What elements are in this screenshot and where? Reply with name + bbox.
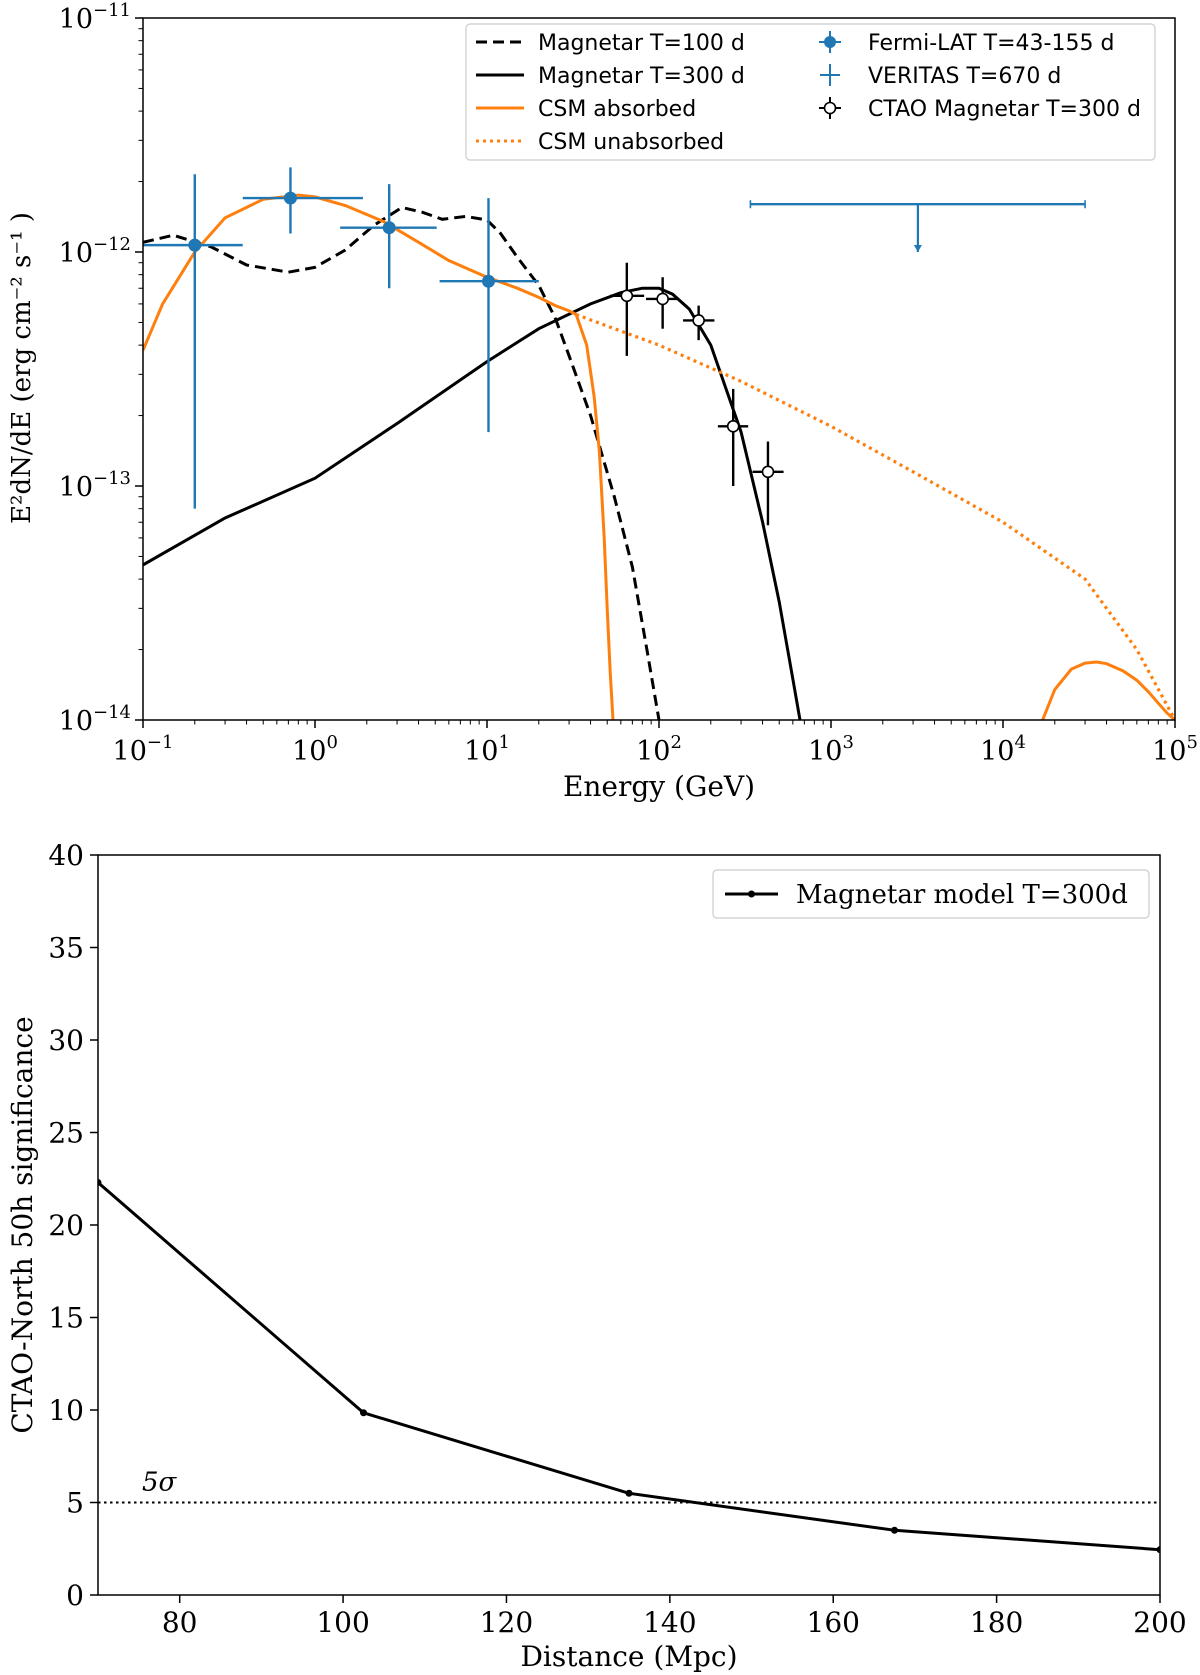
bottom-y-tick-label-7: 35 bbox=[48, 932, 84, 965]
ul-arrow-head-0 bbox=[913, 245, 922, 252]
top-legend-entry-5: VERITAS T=670 d bbox=[820, 64, 1061, 89]
bottom-panel: 5σ 80 100 120 140 160 180 2000510152025303540 … bbox=[6, 839, 1187, 1673]
top-legend-label-5: VERITAS T=670 d bbox=[868, 64, 1061, 89]
errorbar-point-4-3 bbox=[439, 198, 539, 433]
top-legend-label-1: Magnetar T=300 d bbox=[538, 64, 745, 89]
top-legend-box bbox=[465, 23, 1156, 161]
top-legend-label-4: Fermi-LAT T=43-155 d bbox=[868, 31, 1114, 56]
bottom-plot-marks: 5σ bbox=[98, 1178, 1160, 1554]
bottom-y-axis-label: CTAO-North 50h significance bbox=[6, 1016, 39, 1433]
bottom-legend: Magnetar model T=300d bbox=[712, 869, 1150, 919]
bottom-series-point-3 bbox=[891, 1526, 898, 1534]
series-line-2-0 bbox=[143, 193, 615, 720]
bottom-y-tick-label-4: 20 bbox=[48, 1209, 84, 1242]
top-legend-label-6: CTAO Magnetar T=300 d bbox=[868, 97, 1141, 122]
series-line-2-1 bbox=[1041, 660, 1175, 720]
bottom-x-tick-label-2: 120 bbox=[480, 1606, 533, 1639]
top-y-tick-label-3: 10−11 bbox=[59, 0, 131, 35]
bottom-legend-label: Magnetar model T=300d bbox=[796, 880, 1128, 910]
errorbar-point-4-2 bbox=[340, 184, 437, 289]
top-legend-marker-4 bbox=[824, 36, 836, 48]
bottom-x-tick-label-3: 140 bbox=[643, 1606, 696, 1639]
bottom-series-point-4 bbox=[1156, 1546, 1160, 1554]
top-panel: 10−1 100 101 102 103 104 105 10−14 10−13 10−12 10−… bbox=[7, 0, 1198, 803]
top-x-tick-label-3: 102 bbox=[636, 732, 682, 767]
marker-6-3 bbox=[726, 419, 740, 433]
bottom-legend-box bbox=[712, 869, 1150, 919]
top-legend-entry-0: Magnetar T=100 d bbox=[476, 31, 745, 56]
bottom-plot-frame bbox=[97, 854, 1161, 1596]
top-y-tick-label-0: 10−14 bbox=[59, 702, 131, 737]
bottom-x-tick-label-6: 200 bbox=[1133, 1606, 1186, 1639]
top-legend-entry-1: Magnetar T=300 d bbox=[476, 64, 745, 89]
top-ticks: 10−1 100 101 102 103 104 105 10−14 10−13 10−12 10−… bbox=[59, 0, 1198, 767]
top-x-tick-label-0: 10−1 bbox=[113, 732, 174, 767]
bottom-series-point-2 bbox=[625, 1489, 633, 1497]
marker-6-0 bbox=[620, 289, 634, 303]
reference-line-label: 5σ bbox=[142, 1468, 178, 1498]
errorbar-point-4-1 bbox=[242, 167, 363, 234]
bottom-y-tick-label-0: 0 bbox=[66, 1579, 84, 1612]
marker-4-1 bbox=[283, 191, 297, 205]
errorbar-point-6-2 bbox=[683, 305, 715, 341]
series-line-0-0 bbox=[143, 205, 661, 720]
errorbar-point-6-4 bbox=[752, 441, 784, 526]
upper-limit-5-0 bbox=[749, 200, 1086, 252]
top-legend-entry-4: Fermi-LAT T=43-155 d bbox=[819, 31, 1114, 56]
errorbar-point-6-3 bbox=[717, 388, 749, 486]
top-legend-entry-2: CSM absorbed bbox=[476, 97, 696, 122]
bottom-y-tick-label-6: 30 bbox=[48, 1024, 84, 1057]
bottom-series-point-1 bbox=[360, 1409, 367, 1417]
marker-4-2 bbox=[382, 221, 396, 235]
bottom-x-tick-label-0: 80 bbox=[162, 1606, 198, 1639]
top-y-tick-label-1: 10−13 bbox=[59, 468, 131, 503]
top-legend-label-0: Magnetar T=100 d bbox=[538, 31, 745, 56]
top-x-tick-label-4: 103 bbox=[808, 732, 854, 767]
top-plot-marks bbox=[143, 167, 1175, 720]
top-x-tick-label-2: 101 bbox=[464, 732, 510, 767]
bottom-y-tick-label-1: 5 bbox=[66, 1487, 84, 1520]
bottom-x-tick-label-4: 160 bbox=[807, 1606, 860, 1639]
errorbar-point-6-1 bbox=[645, 277, 679, 329]
bottom-series-point-0 bbox=[98, 1178, 102, 1186]
series-line-1-0 bbox=[143, 286, 802, 720]
bottom-ticks: 80 100 120 140 160 180 200 0 5 10 15 20 25 30 35 40 bbox=[48, 839, 1186, 1639]
top-x-tick-label-5: 104 bbox=[980, 732, 1026, 767]
bottom-y-tick-label-8: 40 bbox=[48, 839, 84, 872]
top-legend: Magnetar T=100 d Magnetar T=300 d CSM abso… bbox=[465, 23, 1156, 161]
top-legend-label-2: CSM absorbed bbox=[538, 97, 696, 122]
marker-4-0 bbox=[188, 238, 202, 252]
bottom-y-tick-label-5: 25 bbox=[48, 1117, 84, 1150]
top-legend-entry-6: CTAO Magnetar T=300 d bbox=[819, 97, 1141, 122]
marker-6-2 bbox=[692, 314, 705, 327]
top-legend-label-3: CSM unabsorbed bbox=[538, 130, 724, 155]
top-legend-entry-3: CSM unabsorbed bbox=[476, 130, 724, 155]
bottom-y-tick-label-3: 15 bbox=[48, 1302, 84, 1335]
top-y-axis-label: E²dN/dE (erg cm⁻² s⁻¹ ) bbox=[7, 212, 37, 524]
errorbar-point-6-0 bbox=[610, 262, 645, 356]
top-x-axis-label: Energy (GeV) bbox=[563, 770, 755, 803]
marker-6-4 bbox=[761, 465, 775, 479]
series-line-3-0 bbox=[575, 313, 1175, 720]
bottom-legend-marker bbox=[748, 890, 755, 898]
bottom-x-tick-label-1: 100 bbox=[316, 1606, 369, 1639]
top-x-tick-label-1: 100 bbox=[292, 732, 338, 767]
marker-4-3 bbox=[481, 274, 495, 288]
bottom-y-tick-label-2: 10 bbox=[48, 1394, 84, 1427]
bottom-x-axis-label: Distance (Mpc) bbox=[520, 1640, 737, 1673]
errorbar-point-4-0 bbox=[143, 174, 243, 509]
top-y-tick-label-2: 10−12 bbox=[59, 234, 131, 269]
top-legend-marker-6 bbox=[823, 101, 837, 115]
bottom-x-tick-label-5: 180 bbox=[970, 1606, 1023, 1639]
top-x-tick-label-6: 105 bbox=[1152, 732, 1198, 767]
marker-6-1 bbox=[656, 292, 669, 306]
